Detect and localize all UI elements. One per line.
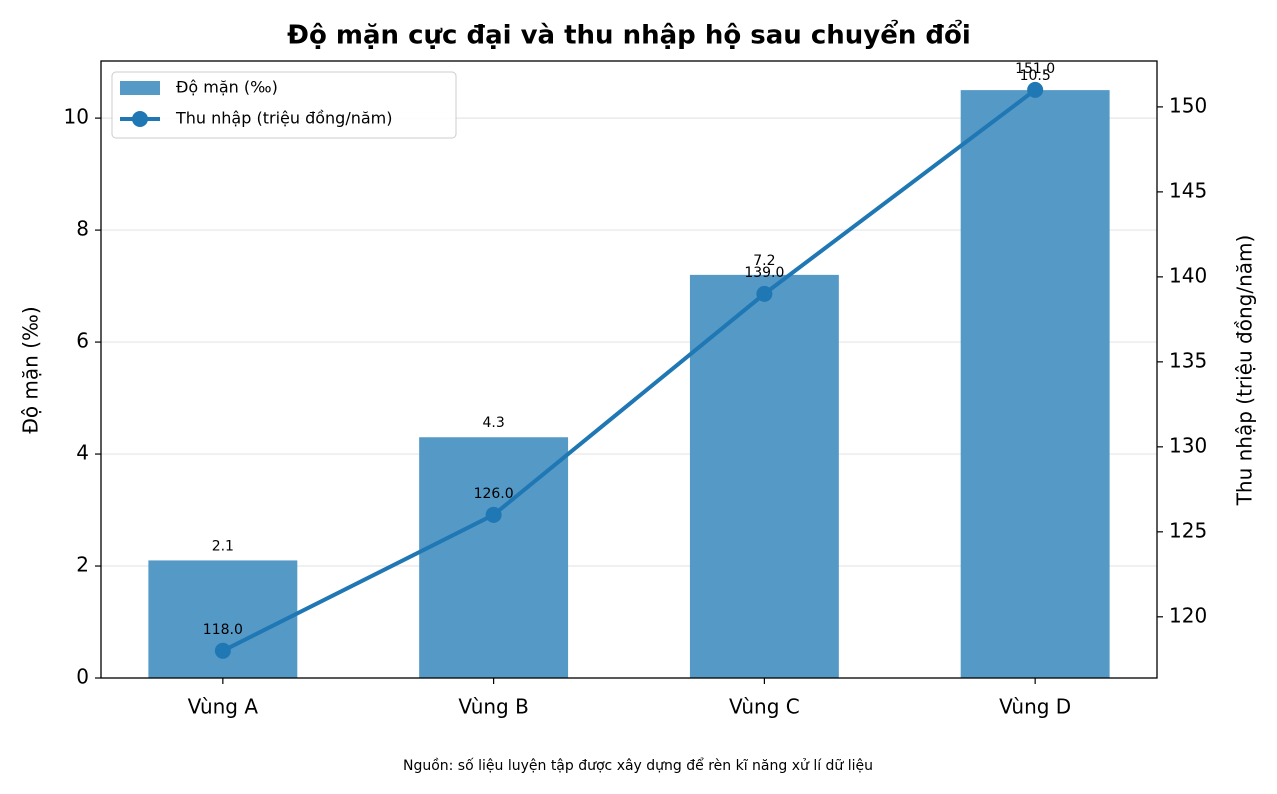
line-marker <box>1027 81 1044 98</box>
line-marker <box>756 285 773 302</box>
bar-value-label: 7.2 <box>753 253 775 269</box>
y2-tick-label: 145 <box>1169 178 1207 202</box>
bar-value-label: 10.5 <box>1020 68 1051 84</box>
x-tick-label: Vùng C <box>729 695 800 719</box>
x-tick-label: Vùng B <box>458 695 528 719</box>
y-tick-label: 8 <box>76 217 89 241</box>
line-value-label: 139.0 <box>744 265 784 281</box>
bar <box>689 274 839 678</box>
legend-marker <box>132 111 148 127</box>
y2-tick-label: 120 <box>1169 603 1207 627</box>
y2-axis-label: Thu nhập (triệu đồng/năm) <box>1233 235 1257 507</box>
y-tick-label: 6 <box>76 329 89 353</box>
y2-tick-label: 125 <box>1169 518 1207 542</box>
line-value-label: 126.0 <box>474 486 514 502</box>
line-marker <box>214 642 231 659</box>
line <box>221 88 1037 653</box>
y-tick-label: 2 <box>76 553 89 577</box>
legend-box <box>111 71 457 139</box>
y-tick-label: 0 <box>76 665 89 689</box>
chart-title: Độ mặn cực đại và thu nhập hộ sau chuyển… <box>287 18 971 51</box>
bar <box>960 90 1110 679</box>
x-tick-label: Vùng A <box>188 695 259 719</box>
y-tick-label: 4 <box>76 441 89 465</box>
legend-label: Độ mặn (‰) <box>176 78 278 97</box>
bar <box>148 560 298 678</box>
y2-tick-label: 140 <box>1169 263 1207 287</box>
bar-value-label: 2.1 <box>212 538 234 554</box>
y2-tick-label: 150 <box>1169 93 1207 117</box>
bar-value-label: 4.3 <box>482 415 504 431</box>
plot-frame <box>100 60 1158 679</box>
legend-swatch <box>120 81 160 95</box>
x-tick-label: Vùng D <box>999 695 1071 719</box>
y-tick-label: 10 <box>64 105 89 129</box>
y2-tick-label: 130 <box>1169 433 1207 457</box>
bar <box>419 437 569 678</box>
y-axis-label: Độ mặn (‰) <box>19 306 43 433</box>
line-value-label: 118.0 <box>203 622 243 638</box>
line-marker <box>485 506 502 523</box>
y2-tick-label: 135 <box>1169 348 1207 372</box>
line-value-label: 151.0 <box>1015 61 1055 77</box>
source-note: Nguồn: số liệu luyện tập được xây dựng đ… <box>403 757 873 774</box>
legend-label: Thu nhập (triệu đồng/năm) <box>175 109 392 128</box>
